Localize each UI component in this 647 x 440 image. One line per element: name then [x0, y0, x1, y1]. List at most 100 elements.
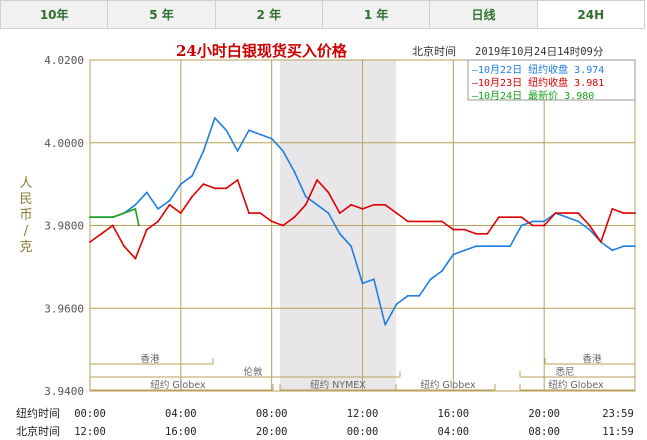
data-point: [191, 195, 194, 198]
data-point: [350, 245, 352, 248]
x-tick-label-bj: 12:00: [74, 426, 106, 438]
legend-date: –10月24日: [472, 90, 528, 102]
data-point: [282, 150, 284, 152]
data-point: [123, 245, 125, 248]
y-tick-label: 4.0000: [44, 137, 84, 150]
tab-24h[interactable]: 24H: [537, 1, 644, 28]
y-axis-label-char: 人: [19, 176, 32, 191]
data-point: [134, 257, 137, 260]
y-axis-label-char: 民: [19, 192, 32, 207]
data-point: [316, 203, 318, 206]
data-point: [168, 199, 171, 202]
data-point: [350, 203, 352, 206]
chart-legend: –10月22日 纽约收盘 3.974–10月23日 纽约收盘 3.981–10月…: [467, 59, 636, 102]
tab-2-year[interactable]: 2 年: [216, 1, 323, 28]
data-point: [134, 208, 137, 210]
x-tick-label-bj: 16:00: [165, 426, 197, 438]
tab-daily[interactable]: 日线: [430, 1, 538, 28]
data-point: [179, 212, 182, 215]
x-tick-label-bj: 04:00: [438, 426, 470, 438]
data-point: [622, 212, 625, 215]
tab-5-year[interactable]: 5 年: [108, 1, 216, 28]
data-point: [100, 232, 103, 235]
legend-label: 纽约收盘: [528, 76, 574, 89]
data-point: [270, 220, 273, 223]
data-point: [611, 208, 614, 210]
data-point: [338, 232, 341, 235]
session-label: 纽约 Globex: [150, 379, 206, 391]
data-point: [384, 323, 387, 326]
data-point: [566, 212, 568, 215]
x-tick-label-bj: 11:59: [602, 426, 634, 438]
data-point: [225, 187, 228, 190]
y-tick-label: 3.9600: [44, 302, 84, 315]
data-point: [304, 195, 307, 198]
data-point: [509, 216, 511, 219]
x-tick-label-ny: 23:59: [602, 408, 634, 420]
data-point: [475, 232, 477, 235]
data-point: [407, 220, 409, 223]
session-label: 悉尼: [555, 366, 574, 378]
data-point: [293, 216, 296, 219]
data-point: [463, 249, 466, 252]
data-point: [179, 183, 182, 186]
data-point: [418, 220, 421, 223]
data-point: [531, 224, 534, 227]
data-point: [89, 216, 91, 219]
row-label-ny: 纽约时间: [16, 406, 60, 420]
data-point: [543, 224, 546, 227]
legend-label: 纽约收盘: [528, 63, 574, 76]
x-tick-label-ny: 20:00: [528, 408, 560, 420]
session-label: 伦敦: [243, 366, 263, 378]
series-lines: [89, 117, 636, 326]
data-point: [520, 224, 523, 227]
y-axis-label: 人民币/克: [19, 176, 32, 255]
legend-box: [467, 59, 636, 101]
data-point: [395, 303, 398, 305]
data-point: [520, 216, 523, 219]
data-point: [145, 228, 148, 231]
data-point: [634, 245, 636, 248]
data-point: [497, 216, 500, 219]
data-point: [327, 212, 330, 215]
data-point: [304, 203, 307, 206]
data-point: [225, 129, 228, 132]
data-point: [373, 203, 375, 206]
data-point: [543, 220, 546, 223]
data-point: [486, 232, 489, 235]
data-point: [100, 216, 103, 219]
data-point: [452, 253, 455, 256]
tab-10-year[interactable]: 10年: [1, 1, 109, 28]
data-point: [418, 294, 421, 297]
data-point: [259, 133, 262, 136]
data-point: [531, 220, 534, 223]
data-point: [395, 212, 398, 215]
x-tick-label-bj: 20:00: [256, 426, 288, 438]
x-tick-label-ny: 04:00: [165, 408, 197, 420]
data-point: [384, 203, 387, 206]
y-tick-labels: 4.0200 4.0000 3.9800 3.9600 3.9400: [44, 54, 84, 398]
data-point: [157, 220, 160, 223]
legend-label: 最新价: [528, 89, 564, 102]
y-tick-label: 3.9400: [44, 385, 84, 398]
data-point: [373, 278, 375, 281]
tab-1-year[interactable]: 1 年: [323, 1, 431, 28]
data-point: [202, 183, 205, 186]
data-point: [191, 174, 194, 177]
data-point: [600, 241, 602, 243]
data-point: [137, 224, 140, 227]
y-axis-label-char: 币: [19, 208, 32, 223]
data-point: [475, 245, 477, 248]
data-point: [111, 216, 114, 219]
legend-date: –10月23日: [472, 77, 528, 89]
y-axis-label-char: /: [24, 224, 29, 239]
legend-value: 3.981: [574, 78, 604, 89]
chart-title: 24小时白银现货买入价格: [176, 42, 348, 60]
legend-entry: –10月24日 最新价 3.980: [472, 89, 594, 102]
legend-value: 3.980: [564, 91, 594, 102]
y-axis-label-char: 克: [19, 240, 32, 255]
data-point: [145, 191, 148, 194]
legend-date: –10月22日: [472, 64, 528, 76]
data-point: [168, 203, 171, 206]
data-point: [554, 212, 557, 215]
